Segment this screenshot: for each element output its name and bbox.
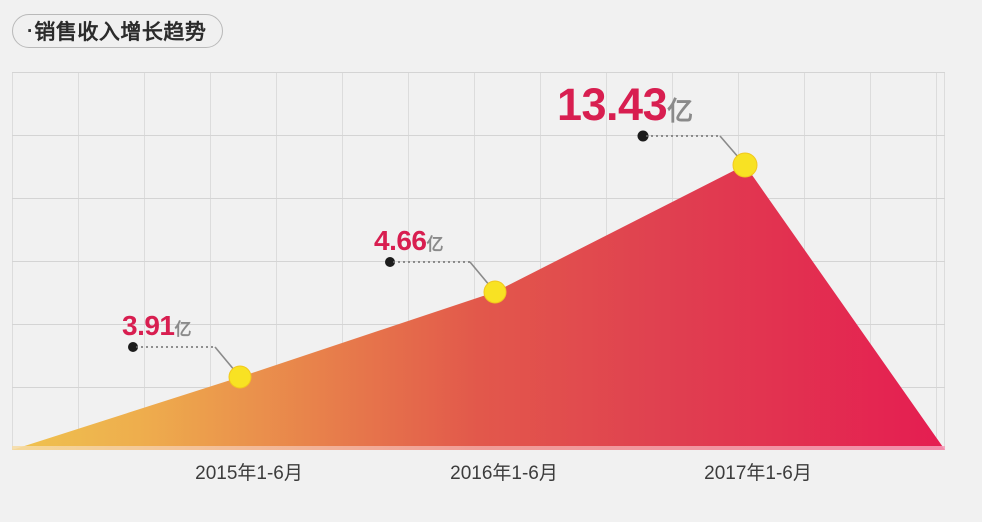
value-label-2017: 13.43亿 [557, 82, 693, 127]
value-label-2015: 3.91亿 [122, 312, 192, 340]
x-axis-tick-2017: 2017年1-6月 [704, 463, 812, 484]
value-label-2017-unit: 亿 [667, 96, 694, 126]
chart-title-badge: · 销售收入增长趋势 [12, 14, 224, 48]
value-label-2016-number: 4.66 [374, 225, 427, 256]
chart-data-markers [12, 72, 945, 450]
x-axis-tick-2016: 2016年1-6月 [450, 463, 558, 484]
data-point-marker-3 [732, 152, 758, 178]
data-point-marker-1 [228, 365, 252, 389]
chart-x-axis: 2015年1-6月 2016年1-6月 2017年1-6月 [12, 458, 945, 488]
page-title: 销售收入增长趋势 [34, 21, 207, 44]
value-label-2015-number: 3.91 [122, 310, 175, 341]
value-label-2015-unit: 亿 [174, 320, 192, 339]
value-label-2016: 4.66亿 [374, 227, 444, 255]
chart-value-labels: 3.91亿 4.66亿 13.43亿 [12, 72, 945, 450]
x-axis-tick-2015: 2015年1-6月 [195, 463, 303, 484]
title-bullet-icon: · [27, 20, 34, 42]
value-label-2016-unit: 亿 [426, 235, 444, 254]
chart-plot-area: 3.91亿 4.66亿 13.43亿 [12, 72, 945, 450]
value-label-2017-number: 13.43 [557, 79, 668, 130]
data-point-marker-2 [483, 280, 507, 304]
